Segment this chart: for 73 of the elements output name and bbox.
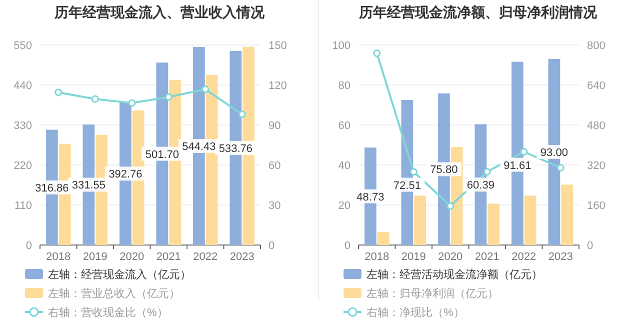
data-label: 544.43 bbox=[182, 141, 216, 154]
bar bbox=[524, 196, 536, 245]
data-label: 501.70 bbox=[145, 148, 180, 161]
legend-label: 右轴：净现比（%） bbox=[366, 306, 464, 319]
y-tick-label: 330 bbox=[14, 120, 32, 132]
y2-tick-label: 0 bbox=[587, 240, 594, 252]
y2-tick-label: 120 bbox=[268, 80, 287, 92]
point bbox=[128, 99, 136, 107]
y2-tick-label: 0 bbox=[268, 240, 275, 252]
x-tick-label: 2020 bbox=[438, 251, 463, 263]
x-tick-label: 2020 bbox=[120, 251, 144, 263]
data-label: 48.73 bbox=[356, 191, 384, 204]
y-tick-label: 0 bbox=[26, 240, 32, 252]
legend-label: 右轴：营收现金比（%） bbox=[48, 306, 168, 319]
legend-label: 左轴：归母净利润（亿元） bbox=[366, 287, 498, 300]
point bbox=[373, 50, 381, 57]
x-tick-label: 2021 bbox=[474, 251, 500, 263]
point bbox=[238, 110, 246, 118]
y-tick-label: 0 bbox=[344, 240, 350, 252]
x-tick-label: 2021 bbox=[156, 251, 181, 263]
y2-tick-label: 320 bbox=[587, 160, 606, 172]
legend-label: 左轴：经营现金流入（亿元） bbox=[48, 268, 191, 281]
point bbox=[54, 88, 62, 96]
point bbox=[410, 168, 418, 176]
chart-title: 历年经营现金流入、营业收入情况 bbox=[53, 4, 266, 20]
data-label: 316.86 bbox=[35, 182, 69, 194]
y2-tick-label: 90 bbox=[268, 120, 281, 132]
bar bbox=[414, 196, 426, 245]
data-label: 93.00 bbox=[540, 147, 568, 159]
y2-tick-label: 800 bbox=[587, 40, 606, 52]
y-tick-label: 60 bbox=[338, 120, 350, 132]
point bbox=[520, 148, 528, 156]
y-tick-label: 220 bbox=[14, 160, 32, 172]
y2-tick-label: 640 bbox=[587, 80, 606, 92]
data-label: 72.51 bbox=[393, 180, 421, 192]
y-tick-label: 20 bbox=[338, 200, 350, 212]
x-tick-label: 2018 bbox=[364, 251, 390, 263]
y-tick-label: 550 bbox=[14, 40, 32, 52]
x-tick-label: 2019 bbox=[401, 251, 426, 263]
x-tick-label: 2023 bbox=[548, 251, 573, 263]
legend-label: 左轴：经营活动现金流净额（亿元） bbox=[366, 268, 542, 281]
y-tick-label: 80 bbox=[338, 80, 350, 92]
y2-tick-label: 160 bbox=[587, 200, 606, 212]
data-label: 91.61 bbox=[504, 160, 532, 172]
x-tick-label: 2022 bbox=[512, 251, 536, 263]
data-label: 533.76 bbox=[218, 142, 253, 155]
data-label: 392.76 bbox=[108, 168, 142, 181]
legend-label: 左轴：营业总收入（亿元） bbox=[48, 287, 180, 300]
bar bbox=[377, 232, 390, 245]
point bbox=[164, 93, 172, 101]
data-label: 60.39 bbox=[466, 180, 494, 192]
point bbox=[483, 168, 491, 176]
y-tick-label: 40 bbox=[338, 160, 350, 172]
point bbox=[91, 95, 99, 103]
x-tick-label: 2023 bbox=[230, 251, 254, 263]
y2-tick-label: 150 bbox=[268, 40, 287, 52]
point bbox=[556, 164, 564, 172]
point bbox=[446, 202, 454, 210]
x-tick-label: 2022 bbox=[193, 251, 218, 263]
y2-tick-label: 30 bbox=[268, 200, 281, 212]
point bbox=[202, 86, 210, 94]
y2-tick-label: 60 bbox=[268, 160, 281, 172]
y-tick-label: 110 bbox=[14, 200, 32, 212]
x-tick-label: 2019 bbox=[82, 251, 108, 263]
y2-tick-label: 480 bbox=[587, 120, 606, 132]
bar bbox=[561, 184, 573, 245]
y-tick-label: 440 bbox=[14, 80, 32, 92]
data-label: 75.80 bbox=[430, 164, 458, 176]
chart-title: 历年经营现金流净额、归母净利润情况 bbox=[358, 4, 598, 20]
y-tick-label: 100 bbox=[332, 40, 350, 52]
x-tick-label: 2018 bbox=[46, 251, 71, 263]
bar bbox=[488, 204, 500, 245]
data-label: 331.55 bbox=[72, 180, 106, 192]
